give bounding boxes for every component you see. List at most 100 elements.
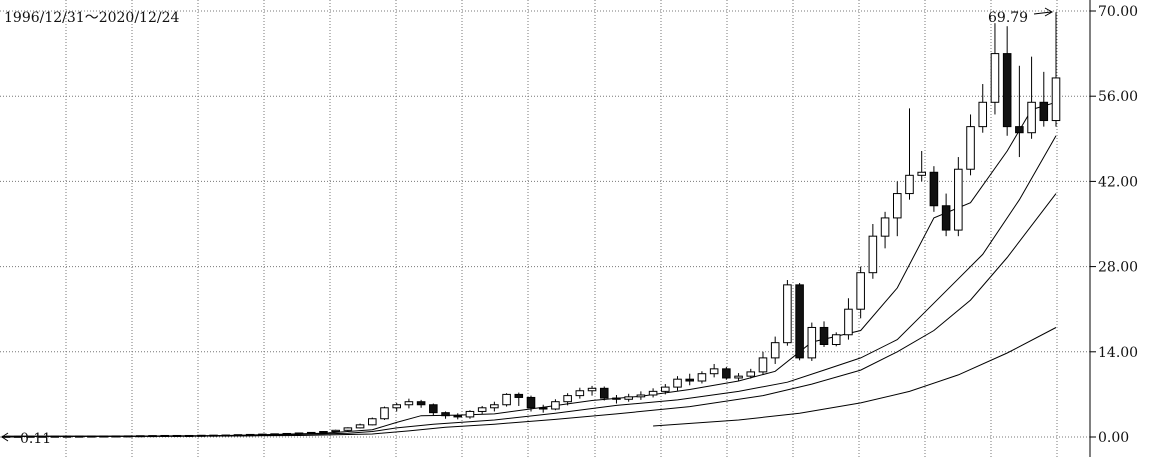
candle-body bbox=[258, 433, 267, 436]
y-tick-label: 28.00 bbox=[1098, 260, 1138, 276]
candle bbox=[294, 432, 304, 435]
candle bbox=[856, 266, 865, 319]
candle bbox=[673, 376, 682, 391]
candle bbox=[209, 434, 218, 437]
candle bbox=[978, 84, 988, 133]
candle-body bbox=[38, 435, 47, 438]
candle bbox=[111, 435, 121, 438]
candle-body bbox=[294, 432, 304, 435]
candle-body bbox=[673, 378, 682, 388]
candle bbox=[966, 114, 975, 176]
candle-body bbox=[746, 371, 756, 377]
candle-body bbox=[807, 326, 817, 359]
candle-body bbox=[709, 368, 719, 375]
candle bbox=[636, 391, 646, 400]
candle-body bbox=[306, 431, 316, 434]
candle bbox=[746, 368, 756, 379]
candle bbox=[38, 435, 47, 438]
candle-body bbox=[367, 418, 377, 426]
min-annotation: 0.11 bbox=[1, 431, 51, 447]
candle-body bbox=[331, 429, 340, 433]
candle bbox=[514, 392, 524, 406]
gridlines bbox=[0, 0, 1090, 457]
candle-body bbox=[612, 397, 621, 400]
candle bbox=[502, 393, 511, 407]
max-arrow-head bbox=[1044, 7, 1054, 17]
candle bbox=[197, 434, 206, 437]
candle-body bbox=[221, 434, 231, 437]
candle-body bbox=[892, 193, 902, 219]
candle-body bbox=[624, 396, 633, 400]
candle bbox=[1015, 65, 1024, 158]
candle-body bbox=[343, 427, 353, 431]
candle-body bbox=[1015, 126, 1024, 134]
candle bbox=[331, 429, 340, 433]
candle-body bbox=[795, 284, 804, 359]
candle bbox=[367, 417, 377, 426]
candle bbox=[355, 423, 365, 429]
candle-body bbox=[429, 404, 438, 414]
candle-body bbox=[502, 393, 511, 406]
candle-body bbox=[1051, 77, 1061, 122]
candle bbox=[1027, 56, 1036, 139]
max-annotation: 69.79 bbox=[988, 7, 1054, 26]
candle-body bbox=[123, 435, 133, 438]
candle bbox=[892, 181, 902, 237]
candle-body bbox=[477, 407, 487, 412]
candle bbox=[343, 427, 353, 431]
max-value-label: 69.79 bbox=[988, 10, 1028, 26]
candle bbox=[941, 193, 951, 237]
candle-body bbox=[270, 433, 279, 436]
candle bbox=[380, 406, 389, 420]
candle-body bbox=[319, 431, 328, 434]
candle bbox=[26, 435, 35, 438]
candle bbox=[1002, 26, 1012, 136]
candle-body bbox=[575, 390, 585, 397]
candle-body bbox=[392, 404, 401, 409]
candle-body bbox=[416, 401, 426, 406]
candle-body bbox=[233, 434, 243, 437]
candle bbox=[62, 435, 72, 438]
candle bbox=[563, 393, 572, 406]
y-tick-label: 42.00 bbox=[1098, 174, 1138, 190]
candle bbox=[282, 432, 292, 435]
candle-body bbox=[966, 126, 975, 170]
candle bbox=[136, 435, 145, 438]
candle bbox=[319, 431, 328, 434]
candle-body bbox=[136, 435, 145, 438]
candle-body bbox=[868, 235, 878, 274]
moving-average-line bbox=[5, 193, 1057, 437]
candle-body bbox=[880, 217, 890, 237]
candle-body bbox=[1027, 101, 1036, 134]
candle-body bbox=[905, 174, 914, 195]
candle bbox=[74, 435, 84, 438]
candle bbox=[807, 322, 817, 361]
candle-body bbox=[526, 396, 536, 409]
candle-body bbox=[831, 334, 841, 345]
candle bbox=[490, 401, 499, 412]
candle-body bbox=[929, 171, 939, 207]
candle bbox=[233, 434, 243, 437]
candle bbox=[392, 402, 401, 412]
candle-body bbox=[1002, 53, 1012, 128]
candle-body bbox=[514, 393, 524, 398]
candle-body bbox=[355, 424, 365, 429]
candle-body bbox=[404, 401, 414, 406]
candle bbox=[575, 387, 585, 399]
y-axis: 0.00 14.00 28.00 42.00 56.00 70.00 bbox=[1090, 4, 1138, 446]
candle bbox=[758, 351, 768, 375]
candle-body bbox=[282, 432, 292, 435]
moving-average-lines bbox=[5, 101, 1057, 437]
candle bbox=[917, 150, 926, 182]
y-tick-label: 0.00 bbox=[1098, 430, 1129, 446]
candle-body bbox=[74, 435, 84, 438]
candle bbox=[868, 224, 878, 279]
y-tick-label: 70.00 bbox=[1098, 4, 1138, 20]
candle-body bbox=[148, 435, 157, 438]
candle bbox=[172, 434, 182, 437]
candle-body bbox=[184, 434, 194, 437]
candle bbox=[416, 399, 426, 408]
candle-body bbox=[990, 53, 1000, 103]
candle-body bbox=[685, 378, 695, 382]
candle-body bbox=[197, 434, 206, 437]
